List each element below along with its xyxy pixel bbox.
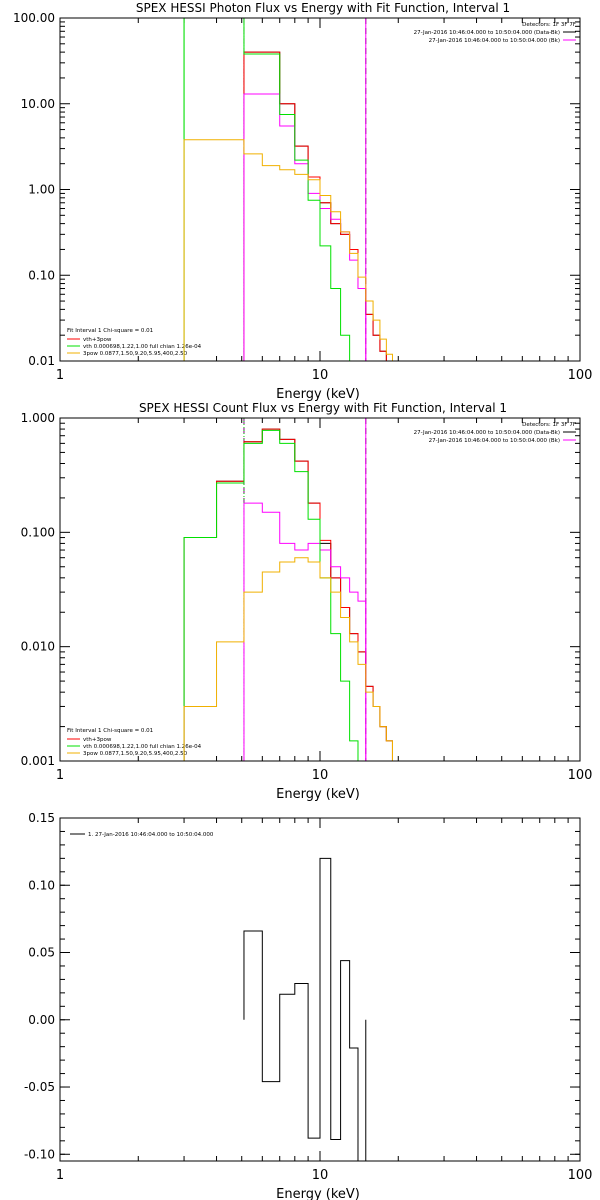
residuals-series-0-step-line	[243, 857, 367, 1161]
count-flux-fit-entry-0: vth+3pow	[83, 737, 112, 743]
count-flux-top-legend: Detectors: 1F 3F 7F 27-Jan-2016 10:46:04…	[414, 422, 576, 444]
residuals-x-tick-label: 100	[568, 1168, 593, 1183]
count-flux-series-4-step-line	[183, 557, 399, 761]
count-flux-y-tick-label: 1.000	[21, 411, 55, 425]
residuals-legend-entry: 1. 27-Jan-2016 10:46:04.000 to 10:50:04.…	[88, 832, 214, 838]
count-flux-y-tick-label: 0.001	[21, 754, 55, 768]
residuals-y-tick-label: -0.10	[24, 1147, 55, 1161]
photon-flux-plot-frame	[59, 17, 581, 362]
residuals-series-group	[243, 857, 367, 1161]
photon-flux-x-axis-label: Energy (keV)	[276, 387, 360, 402]
photon-flux-series-1-step-line	[243, 51, 399, 361]
count-flux-interval-bk-label: 27-Jan-2016 10:46:04.000 to 10:50:04.000…	[429, 438, 560, 444]
photon-flux-fit-header: Fit Interval 1 Chi-square = 0.01	[67, 328, 153, 334]
photon-flux-fit-entry-2: 3pow 0.0877,1.50,9.20,5.95,400,2.50	[83, 351, 188, 357]
residuals-x-tick-label: 1	[56, 1168, 64, 1183]
photon-flux-fit-legend: Fit Interval 1 Chi-square = 0.01 vth+3po…	[67, 328, 202, 357]
photon-flux-fit-entry-0: vth+3pow	[83, 337, 112, 343]
count-flux-x-tick-label: 1	[56, 768, 64, 783]
photon-flux-x-tick-label: 10	[312, 368, 329, 383]
photon-flux-detectors-label: Detectors: 1F 3F 7F	[522, 22, 576, 28]
photon-flux-x-tick-label: 1	[56, 368, 64, 383]
residuals-y-tick-label: 0.00	[28, 1013, 55, 1027]
photon-flux-y-tick-label: 10.00	[21, 97, 55, 111]
photon-flux-y-tick-label: 1.00	[28, 183, 55, 197]
photon-flux-top-legend: Detectors: 1F 3F 7F 27-Jan-2016 10:46:04…	[414, 22, 576, 44]
photon-flux-series-4-step-line	[183, 139, 399, 361]
photon-flux-series-group	[183, 18, 399, 361]
photon-flux-panel: SPEX HESSI Photon Flux vs Energy with Fi…	[13, 1, 592, 402]
photon-flux-y-tick-label: 0.10	[28, 268, 55, 282]
count-flux-y-tick-label: 0.010	[21, 640, 55, 654]
count-flux-fit-entry-1: vth 0.000698,1.22,1.00 full chian 1.26e-…	[83, 744, 202, 750]
photon-flux-interval-bk-label: 27-Jan-2016 10:46:04.000 to 10:50:04.000…	[429, 38, 560, 44]
count-flux-x-tick-label: 10	[312, 768, 329, 783]
photon-flux-y-tick-label: 100.00	[13, 11, 55, 25]
count-flux-plot-frame	[59, 417, 581, 762]
residuals-legend: 1. 27-Jan-2016 10:46:04.000 to 10:50:04.…	[70, 832, 214, 838]
count-flux-x-axis-label: Energy (keV)	[276, 787, 360, 802]
count-flux-x-tick-label: 100	[568, 768, 593, 783]
count-flux-series-3-step-line	[183, 429, 367, 761]
residuals-plot-frame	[59, 817, 581, 1162]
residuals-y-tick-label: 0.05	[28, 946, 55, 960]
residuals-panel: Energy (keV) 1. 27-Jan-2016 10:46:04.000…	[24, 811, 592, 1200]
count-flux-series-group	[183, 428, 399, 761]
count-flux-fit-legend: Fit Interval 1 Chi-square = 0.01 vth+3po…	[67, 728, 202, 757]
photon-flux-x-tick-label: 100	[568, 368, 593, 383]
count-flux-title: SPEX HESSI Count Flux vs Energy with Fit…	[139, 401, 507, 415]
residuals-x-axis-label: Energy (keV)	[276, 1187, 360, 1200]
count-flux-axis-ticks: 1 10 100 0.001 0.010 0.100 1.000	[21, 411, 593, 783]
residuals-x-tick-label: 10	[312, 1168, 329, 1183]
photon-flux-series-3-step-line	[183, 18, 359, 361]
count-flux-panel: SPEX HESSI Count Flux vs Energy with Fit…	[21, 401, 593, 802]
photon-flux-title: SPEX HESSI Photon Flux vs Energy with Fi…	[136, 1, 510, 15]
photon-flux-fit-entry-1: vth 0.000698,1.22,1.00 full chian 1.26e-…	[83, 344, 202, 350]
count-flux-interval-data-label: 27-Jan-2016 10:46:04.000 to 10:50:04.000…	[414, 430, 560, 436]
residuals-y-tick-label: -0.05	[24, 1080, 55, 1094]
photon-flux-y-tick-label: 0.01	[28, 354, 55, 368]
residuals-y-tick-label: 0.10	[28, 878, 55, 892]
count-flux-detectors-label: Detectors: 1F 3F 7F	[522, 422, 576, 428]
count-flux-fit-entry-2: 3pow 0.0877,1.50,9.20,5.95,400,2.50	[83, 751, 188, 757]
count-flux-fit-header: Fit Interval 1 Chi-square = 0.01	[67, 728, 153, 734]
residuals-y-tick-label: 0.15	[28, 811, 55, 825]
count-flux-y-tick-label: 0.100	[21, 525, 55, 539]
photon-flux-interval-data-label: 27-Jan-2016 10:46:04.000 to 10:50:04.000…	[414, 30, 560, 36]
